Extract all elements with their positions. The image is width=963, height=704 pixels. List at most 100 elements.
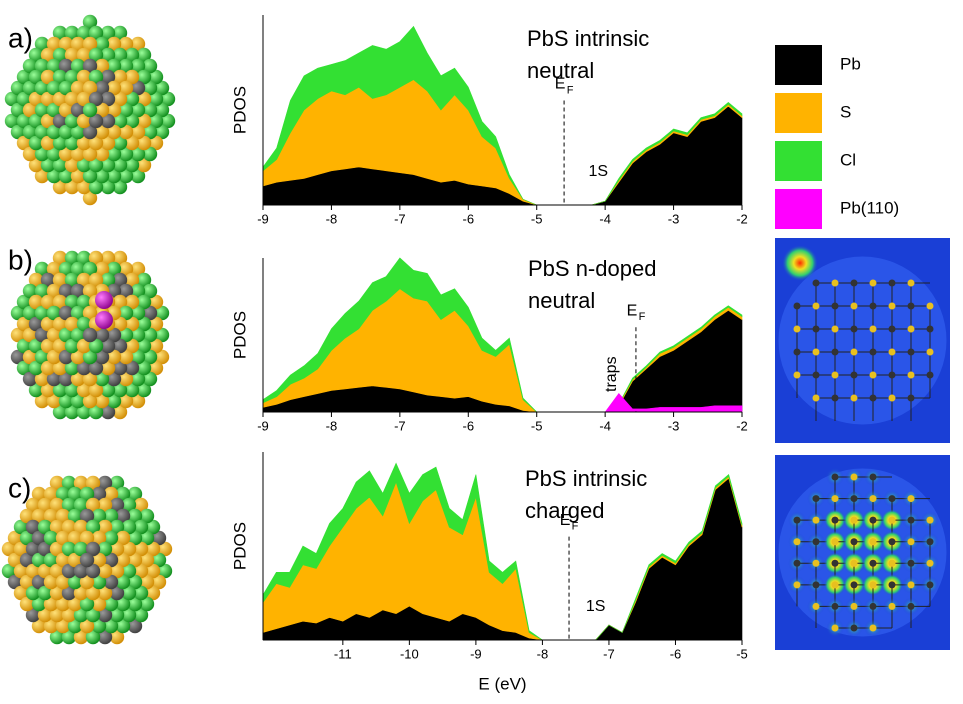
map-atom [907,516,915,524]
atom [52,294,68,310]
atom [25,607,41,623]
atom [43,530,59,546]
map-atom [926,559,934,567]
atom [118,36,134,52]
atom [100,25,116,41]
map-atom [850,559,858,567]
atom [130,283,146,299]
map-glow [778,256,947,425]
map-atom [926,581,934,589]
atom [112,250,128,266]
atom [10,102,26,118]
atom [55,574,71,590]
atom [70,327,86,343]
atom [112,294,128,310]
atom [85,519,101,535]
atom [34,168,50,184]
atom [43,486,59,502]
atom [58,283,74,299]
atom [49,629,65,645]
x-tick-label: -10 [400,646,419,661]
atom [19,508,35,524]
atom [70,283,86,299]
atom [97,475,113,491]
map-atom [831,559,839,567]
atom [160,91,176,107]
map-atom [831,624,839,632]
legend-label: Pb(110) [840,198,899,217]
atom [82,14,98,30]
map-atom [812,559,820,567]
atom [76,316,92,332]
map-atom [926,538,934,546]
atom [1,563,17,579]
atom [64,157,80,173]
atom [64,404,80,420]
legend-swatch [775,189,822,229]
map-atom [869,624,877,632]
atom [106,349,122,365]
atom [94,349,110,365]
atom [85,475,101,491]
atom [115,530,131,546]
atom [76,272,92,288]
atom [94,261,110,277]
atom [130,168,146,184]
map-atom [926,348,934,356]
atom [91,486,107,502]
atom [64,250,80,266]
atom [1,541,17,557]
atom [103,618,119,634]
map-atom [869,581,877,589]
atom [82,146,98,162]
atom [67,486,83,502]
atom [133,519,149,535]
atom [25,563,41,579]
atom [124,316,140,332]
map-atom [907,495,915,503]
atom [67,574,83,590]
atom [157,541,173,557]
atom [22,58,38,74]
atom [43,508,59,524]
atom [40,272,56,288]
atom [88,157,104,173]
atom [10,124,26,140]
atom [88,91,104,107]
x-axis-label: E (eV) [478,674,526,693]
atom [10,349,26,365]
atom [94,102,110,118]
atom [25,585,41,601]
atom [145,519,161,535]
legend-swatch [775,45,822,85]
atom [97,585,113,601]
atom [88,179,104,195]
atom [88,47,104,63]
pdos-chart: -9 -8 -7 -6 -5 -4 -3 -2 PDOS a) PbS intrinsic neutr… [8,15,748,226]
atom [136,69,152,85]
atom [61,607,77,623]
atom [85,629,101,645]
map-atom [831,602,839,610]
atom [67,596,83,612]
map-atom [850,495,858,503]
atom [64,294,80,310]
atom [76,250,92,266]
atom [115,618,131,634]
atom [118,371,134,387]
atom [112,382,128,398]
atom [97,519,113,535]
map-atom [869,348,877,356]
atom [82,36,98,52]
map-atom [831,371,839,379]
map-atom [907,325,915,333]
atom [22,80,38,96]
atom [67,530,83,546]
atom [52,91,68,107]
map-atom [907,371,915,379]
map-atom [831,348,839,356]
pdos-area [262,257,743,413]
atom [121,519,137,535]
atom [70,371,86,387]
atom [37,541,53,557]
